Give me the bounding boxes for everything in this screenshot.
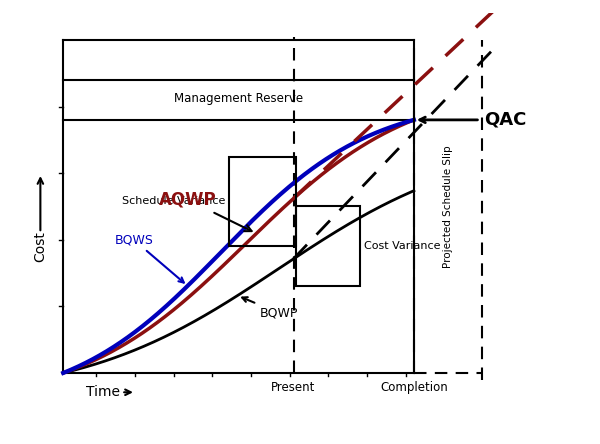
Text: Cost Variance: Cost Variance: [364, 242, 440, 251]
Text: Management Reserve: Management Reserve: [174, 92, 303, 105]
Text: Projected Schedule Slip: Projected Schedule Slip: [443, 145, 453, 268]
Text: Present: Present: [271, 381, 316, 394]
Text: AQWP: AQWP: [159, 191, 251, 231]
Text: Cost: Cost: [34, 231, 47, 262]
Bar: [229, 157, 296, 246]
Text: BQWS: BQWS: [115, 233, 184, 282]
Bar: [296, 206, 360, 286]
Text: BQWP: BQWP: [242, 297, 298, 320]
Text: Schedule Variance: Schedule Variance: [122, 196, 225, 206]
Text: Time: Time: [86, 385, 120, 399]
Text: Completion: Completion: [380, 381, 448, 394]
Text: QAC: QAC: [484, 111, 527, 129]
